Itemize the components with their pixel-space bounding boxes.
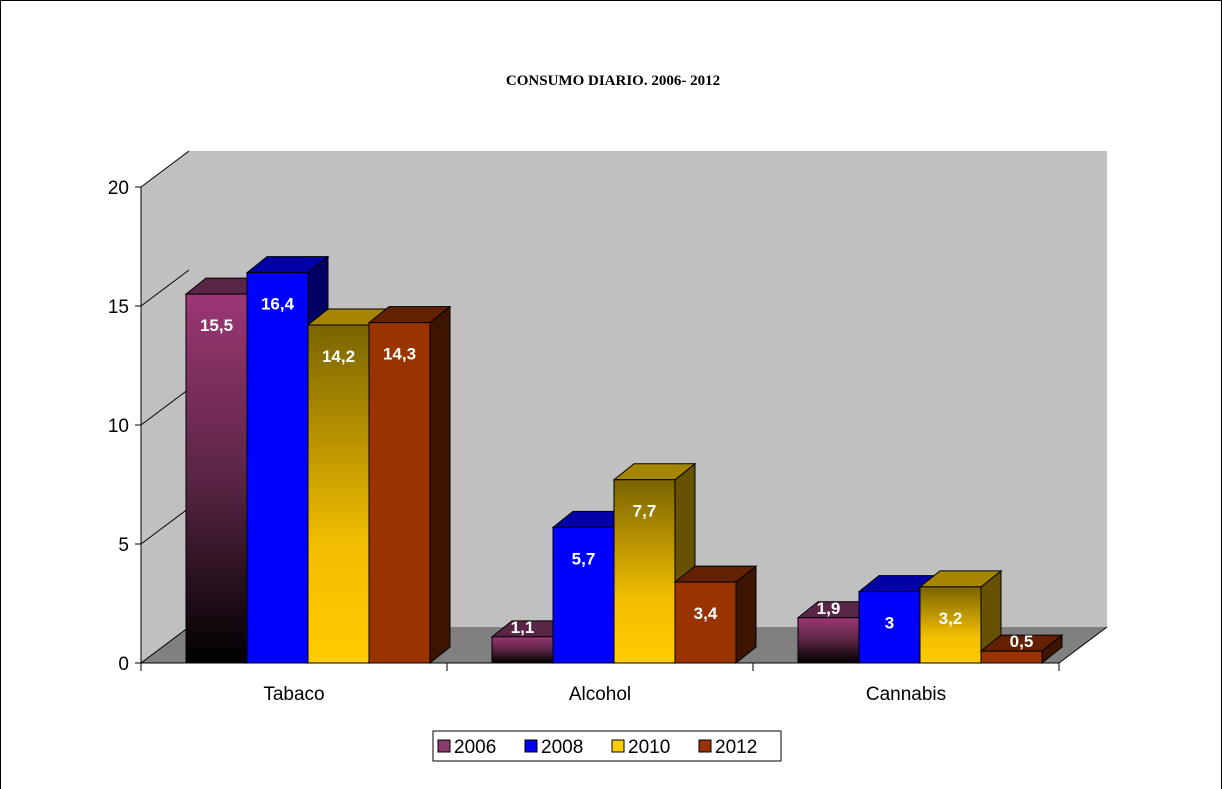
legend-label: 2010: [628, 737, 670, 758]
bar: [613, 479, 676, 664]
y-tick-label: 0: [118, 654, 129, 675]
legend-swatch: [611, 739, 625, 753]
bar: [368, 322, 431, 664]
data-label: 3: [885, 614, 894, 633]
floor-edge: [1058, 626, 1108, 664]
bar: [858, 591, 921, 664]
y-tick-label: 10: [108, 416, 129, 437]
y-tick-depth: [140, 507, 190, 545]
data-label: 14,3: [383, 345, 416, 364]
data-label: 16,4: [261, 295, 295, 314]
data-label: 7,7: [633, 502, 657, 521]
legend-swatch: [698, 739, 712, 753]
y-tick-depth: [140, 626, 190, 664]
y-tick-label: 15: [108, 297, 129, 318]
data-label: 0,5: [1010, 632, 1034, 651]
bar: [307, 324, 370, 664]
legend: 2006 2008 2010 2012: [432, 730, 782, 762]
y-tick-depth: [140, 269, 190, 307]
bar: [552, 526, 615, 664]
legend-label: 2008: [541, 737, 583, 758]
category-label: Cannabis: [866, 684, 946, 705]
y-tick-label: 5: [118, 535, 129, 556]
data-label: 15,5: [200, 316, 233, 335]
legend-swatch: [437, 739, 451, 753]
legend-label: 2006: [454, 737, 496, 758]
legend-label: 2012: [715, 737, 757, 758]
legend-box: [432, 730, 782, 762]
y-tick-depth: [140, 150, 190, 188]
data-label: 3,2: [939, 609, 963, 628]
data-label: 3,4: [694, 604, 718, 623]
bars-group: 15,5 16,4 14,2 14,3 1,1 5,7 7,7 3,4 1,9 3 3,2 0,5: [184, 255, 1064, 665]
bar: [980, 650, 1043, 664]
data-label: 5,7: [572, 549, 596, 568]
category-label: Tabaco: [263, 684, 324, 705]
data-label: 14,2: [322, 347, 355, 366]
category-label: Alcohol: [569, 684, 631, 705]
data-label: 1,9: [817, 599, 841, 618]
bar-side: [735, 565, 757, 665]
y-tick-depth: [140, 388, 190, 426]
bar: [797, 617, 860, 664]
legend-swatch: [524, 739, 538, 753]
bar: [919, 586, 982, 664]
chart-title: CONSUMO DIARIO. 2006- 2012: [506, 73, 720, 89]
bar-side: [429, 305, 451, 665]
bar: [491, 636, 554, 664]
bar: [674, 581, 737, 664]
data-label: 1,1: [511, 618, 535, 637]
y-tick-label: 20: [108, 178, 129, 199]
bar: [246, 272, 309, 664]
bar: [185, 293, 248, 664]
